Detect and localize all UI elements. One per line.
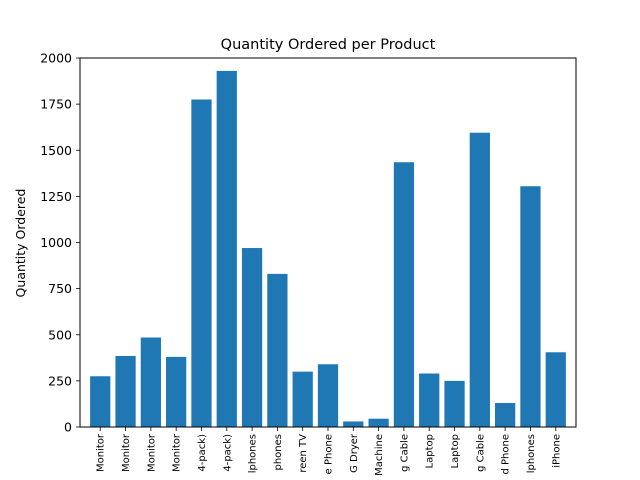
y-tick-label: 1750: [40, 97, 72, 112]
bar: [368, 419, 388, 427]
y-tick-label: 750: [48, 281, 72, 296]
chart-title: Quantity Ordered per Product: [221, 37, 436, 53]
x-tick-label: g Cable: [399, 434, 410, 472]
bar: [343, 421, 363, 427]
x-tick-label: Machine: [374, 434, 385, 476]
x-tick-label: e Phone: [324, 434, 335, 474]
x-axis-ticks: Monitor Monitor Monitor Monitor 4-pack) 4-pac…: [96, 427, 563, 476]
x-tick-label: Monitor: [146, 433, 157, 472]
bar: [394, 162, 414, 427]
x-tick-label: Laptop: [425, 434, 436, 468]
x-tick-label: reen TV: [298, 434, 309, 473]
y-tick-label: 2000: [40, 51, 72, 66]
y-tick-label: 250: [48, 373, 72, 388]
x-tick-label: Monitor: [172, 433, 183, 472]
bar: [419, 374, 439, 428]
x-tick-label: G Dryer: [349, 433, 360, 473]
bars: [90, 71, 566, 427]
x-tick-label: Monitor: [96, 433, 107, 472]
bar: [267, 274, 287, 427]
x-tick-label: g Cable: [475, 434, 486, 472]
bar: [520, 186, 540, 427]
x-tick-label: 4-pack): [222, 434, 233, 472]
y-tick-label: 1000: [40, 235, 72, 250]
x-tick-label: phones: [273, 434, 284, 471]
bar: [191, 100, 211, 427]
y-tick-label: 500: [48, 327, 72, 342]
x-tick-label: lphones: [248, 434, 259, 473]
bar: [115, 356, 135, 427]
y-tick-label: 1250: [40, 189, 72, 204]
bar: [293, 372, 313, 427]
bar: [546, 352, 566, 427]
bar: [444, 381, 464, 427]
x-tick-label: lphones: [526, 434, 537, 473]
bar: [242, 248, 262, 427]
x-tick-label: Monitor: [121, 433, 132, 472]
x-tick-label: d Phone: [501, 434, 512, 475]
y-axis-ticks: 0 250 500 750 1000 1250 1500 1750 2000: [40, 51, 80, 435]
bar: [495, 403, 515, 427]
x-tick-label: Laptop: [450, 434, 461, 468]
bar: [166, 357, 186, 427]
y-axis-label: Quantity Ordered: [13, 189, 28, 298]
y-tick-label: 1500: [40, 143, 72, 158]
bar: [141, 338, 161, 427]
x-tick-label: iPhone: [551, 434, 562, 468]
x-tick-label: 4-pack): [197, 434, 208, 472]
bar: [90, 376, 110, 427]
bar: [318, 364, 338, 427]
bar: [217, 71, 237, 427]
y-tick-label: 0: [64, 420, 72, 435]
bar: [470, 133, 490, 427]
